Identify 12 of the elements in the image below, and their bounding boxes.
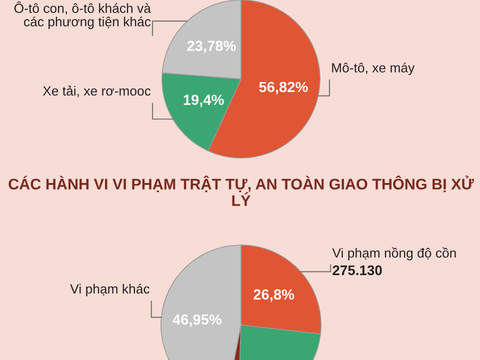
data-label: 19,4% bbox=[184, 94, 224, 108]
chart-title: CÁC HÀNH VI VI PHẠM TRẬT TỰ, AN TOÀN GIAO THÔNG BỊ XỬ LÝ bbox=[8, 176, 474, 206]
data-label: 23,78% bbox=[187, 40, 236, 54]
slice-label: Vi phạm nồng độ cồn bbox=[332, 247, 456, 260]
data-label: 26,8% bbox=[254, 289, 294, 302]
slice-label: Mô-tô, xe máy bbox=[332, 62, 415, 76]
data-label: 46,95% bbox=[172, 314, 222, 327]
text: 275.130 bbox=[332, 265, 382, 276]
slice-label: Vi phạm khác bbox=[70, 284, 150, 296]
slice-label: Ô-tô con, ô-tô khách và các phương tiện khác bbox=[14, 1, 151, 30]
slice-label: Xe tải, xe rơ-mooc bbox=[42, 86, 151, 98]
data-label: 56,82% bbox=[259, 82, 308, 94]
